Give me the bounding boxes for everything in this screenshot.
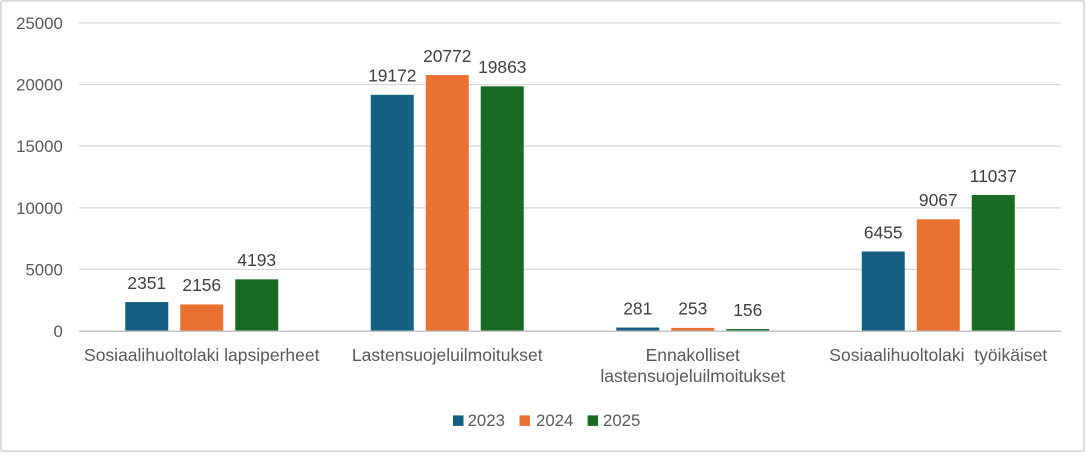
svg-text:19172: 19172 (368, 66, 416, 86)
svg-text:Sosiaalihuoltolaki työikäiset: Sosiaalihuoltolaki työikäiset (829, 345, 1047, 365)
svg-text:10000: 10000 (16, 199, 63, 218)
svg-text:2025: 2025 (603, 411, 640, 430)
svg-text:2024: 2024 (536, 411, 573, 430)
svg-text:25000: 25000 (16, 14, 63, 33)
svg-text:15000: 15000 (16, 137, 63, 156)
svg-text:Ennakolliset: Ennakolliset (646, 345, 740, 365)
svg-text:9067: 9067 (919, 190, 958, 210)
svg-text:281: 281 (623, 298, 652, 318)
svg-text:Lastensuojeluilmoitukset: Lastensuojeluilmoitukset (352, 345, 543, 365)
svg-text:6455: 6455 (864, 222, 903, 242)
svg-text:2351: 2351 (127, 273, 166, 293)
svg-text:11037: 11037 (970, 166, 1017, 186)
svg-text:2023: 2023 (468, 411, 505, 430)
svg-text:253: 253 (678, 299, 707, 319)
svg-text:19863: 19863 (478, 57, 526, 77)
svg-text:5000: 5000 (25, 260, 62, 279)
svg-text:Sosiaalihuoltolaki lapsiperhee: Sosiaalihuoltolaki lapsiperheet (84, 345, 320, 365)
svg-text:lastensuojeluilmoitukset: lastensuojeluilmoitukset (600, 366, 785, 386)
svg-text:20000: 20000 (16, 76, 63, 95)
svg-text:4193: 4193 (237, 250, 276, 270)
svg-text:2156: 2156 (182, 275, 221, 295)
svg-text:20772: 20772 (423, 46, 471, 66)
svg-text:156: 156 (733, 300, 762, 320)
svg-text:0: 0 (53, 322, 62, 341)
